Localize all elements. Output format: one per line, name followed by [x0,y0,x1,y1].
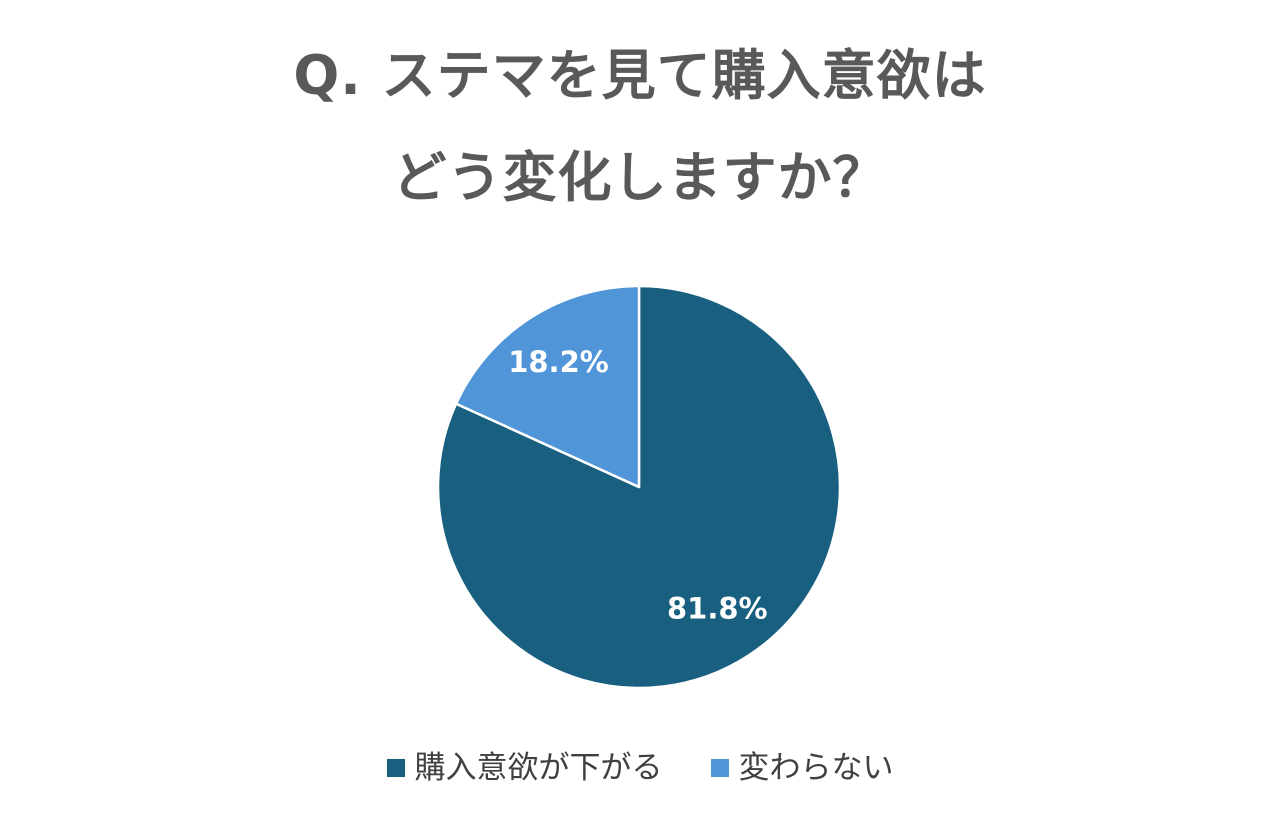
legend: 購入意欲が下がる 変わらない [0,748,1280,788]
legend-label-unchanged: 変わらない [738,750,894,786]
pie-slices [436,284,842,690]
pie-slice-unchanged [454,284,641,489]
slice-label-unchanged: 18.2% [508,345,609,379]
legend-item-unchanged: 変わらない [710,748,894,788]
pie-labels: 81.8% 18.2% [508,345,767,626]
legend-swatch-unchanged [710,759,729,777]
chart-title-line-1: Q. ステマを見て購入意欲は [293,44,987,107]
legend-item-decrease: 購入意欲が下がる [386,748,663,788]
legend-label-decrease: 購入意欲が下がる [414,750,663,786]
legend-swatch-decrease [386,759,405,777]
chart-title-line-2: どう変化しますか？ [392,146,888,209]
slice-label-decrease: 81.8% [667,592,768,626]
